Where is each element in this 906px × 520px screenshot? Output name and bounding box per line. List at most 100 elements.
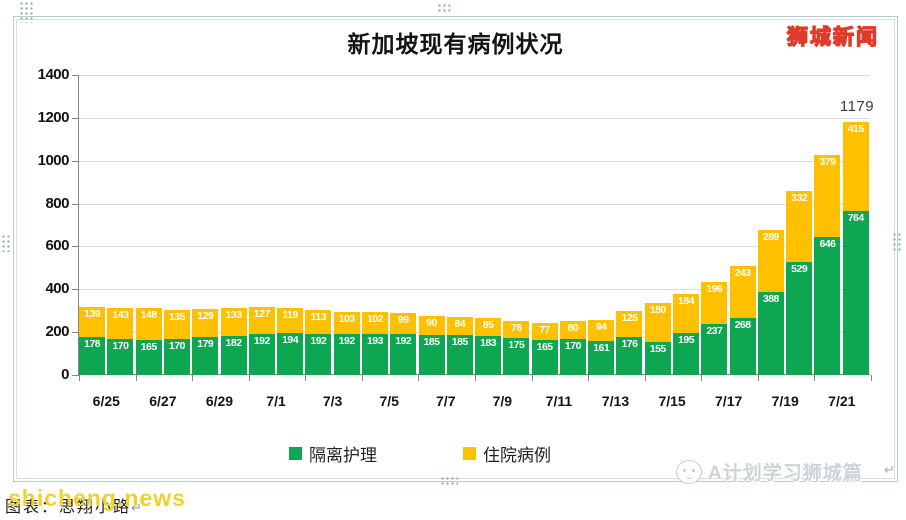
- bar-slot: 180 155: [644, 75, 672, 375]
- stacked-bar: 84 185: [446, 317, 473, 375]
- y-axis-label: 400: [45, 280, 69, 298]
- watermark-gray-text: A计划学习狮城篇: [708, 463, 863, 484]
- x-axis-tick: [588, 375, 590, 381]
- bar-slot: 102 193: [361, 75, 389, 375]
- y-axis-label: 1400: [37, 66, 70, 83]
- stacked-bar: 243 268: [729, 265, 756, 375]
- hospital-segment: 90: [418, 316, 445, 336]
- x-axis-tick: [192, 375, 194, 381]
- bar-slot: 243 268: [728, 75, 756, 375]
- stacked-bar: 148 165: [135, 307, 162, 375]
- bar-value-label: 119: [282, 308, 298, 321]
- y-axis-tick: [72, 332, 79, 334]
- bar-slot: 113 192: [304, 75, 332, 375]
- bar-value-label: 80: [567, 322, 579, 335]
- hospital-segment: 129: [192, 309, 219, 337]
- x-axis-tick: [248, 375, 250, 381]
- isolation-segment: 185: [446, 335, 473, 375]
- bar-value-label: 183: [480, 336, 497, 349]
- y-axis-label: 1200: [37, 108, 70, 126]
- bar-value-label: 237: [706, 325, 723, 338]
- stacked-bar: 184 195: [673, 293, 700, 375]
- stacked-bar: 113 192: [305, 309, 332, 375]
- bar-value-label: 289: [762, 230, 780, 243]
- x-axis-label: 7/1: [266, 393, 286, 409]
- selection-handle-top-center[interactable]: [437, 3, 452, 12]
- bar-slot: 84 185: [446, 75, 474, 375]
- bar-slot: 76 175: [502, 75, 530, 375]
- bar-value-label: 170: [112, 339, 129, 352]
- selection-handle-right-middle[interactable]: [892, 232, 901, 252]
- bar-value-label: 192: [253, 334, 271, 347]
- selection-handle-top-left[interactable]: [19, 1, 33, 23]
- stacked-bar: 77 165: [531, 323, 558, 375]
- hospital-segment: 119: [277, 307, 304, 334]
- isolation-segment: 268: [729, 317, 756, 375]
- watermark-bottom-right: A计划学习狮城篇: [676, 458, 863, 485]
- gridline: [79, 332, 870, 334]
- bar-slot: 94 161: [587, 75, 615, 375]
- hospital-segment: 180: [644, 303, 671, 342]
- hospital-segment: 133: [220, 307, 247, 336]
- legend-swatch-icon: [463, 447, 476, 460]
- x-axis-tick: [475, 375, 476, 381]
- isolation-segment: 192: [390, 333, 417, 375]
- bar-value-label: 143: [112, 308, 129, 321]
- bar-slot: 99 192: [389, 75, 417, 375]
- plot-wrap: 0 200 400 600 800 1000 1200 1400 139 178 143 170 14…: [38, 66, 874, 383]
- stacked-bar: 102 193: [361, 311, 388, 375]
- y-axis-label: 600: [45, 237, 69, 255]
- paragraph-return-mark-2: ↵: [884, 462, 895, 477]
- selection-handle-left-middle[interactable]: [1, 234, 10, 252]
- x-axis-label: 7/3: [322, 393, 343, 409]
- bar-value-label: 332: [791, 191, 808, 204]
- hospital-segment: 243: [729, 265, 756, 318]
- bar-value-label: 85: [482, 318, 494, 331]
- bar-value-label: 135: [168, 310, 186, 323]
- legend-label: 隔离护理: [309, 446, 377, 465]
- x-axis-tick: [644, 375, 646, 381]
- selection-handle-bottom-center[interactable]: [440, 476, 458, 485]
- bar-value-label: 77: [539, 324, 550, 337]
- y-axis-tick: [72, 203, 79, 205]
- bar-value-label: 178: [84, 337, 101, 350]
- hospital-segment: 85: [475, 317, 502, 336]
- x-axis-tick: [305, 375, 307, 381]
- hospital-segment: 125: [616, 310, 643, 338]
- bar-value-label: 170: [168, 339, 186, 352]
- bar-slot: 125 176: [615, 75, 643, 375]
- x-axis-label: 7/21: [828, 393, 856, 409]
- isolation-segment: 388: [757, 291, 784, 375]
- gridline: [79, 75, 870, 76]
- bar-slot: 139 178: [78, 75, 106, 375]
- hospital-segment: 148: [135, 307, 162, 340]
- y-axis-label: 200: [45, 323, 69, 341]
- x-axis-label: 7/11: [545, 393, 573, 409]
- legend-swatch-icon: [289, 447, 302, 460]
- x-axis-label: 7/15: [658, 393, 686, 409]
- bar-value-label: 185: [423, 336, 441, 349]
- isolation-segment: 764: [842, 211, 869, 375]
- bar-value-label: 192: [338, 334, 356, 347]
- caption-text: 图表：思翔小路: [5, 499, 132, 516]
- isolation-segment: 170: [107, 338, 134, 375]
- bar-value-label: 133: [225, 308, 243, 321]
- plot-area: 0 200 400 600 800 1000 1200 1400: [38, 66, 872, 383]
- hospital-segment: 80: [559, 321, 586, 339]
- legend-item: 隔离护理: [289, 441, 377, 466]
- isolation-segment: 192: [305, 333, 332, 375]
- stacked-bar: 103 192: [333, 311, 360, 375]
- stacked-bar: 180 155: [644, 303, 671, 375]
- gridline: [79, 117, 870, 119]
- bar-value-label: 185: [451, 336, 469, 349]
- bars-container: 139 178 143 170 148 165 135 170 129 179 133 182 127 1…: [78, 75, 870, 375]
- hospital-segment: 332: [786, 190, 813, 262]
- stacked-bar: 135 170: [163, 309, 190, 375]
- hospital-segment: 94: [588, 320, 615, 341]
- bar-value-label: 90: [426, 317, 437, 330]
- bar-value-label: 180: [649, 304, 667, 317]
- hospital-segment: 143: [107, 307, 134, 339]
- stacked-bar: 379 646: [814, 155, 841, 375]
- chart-object-frame[interactable]: 新加坡现有病例状况 狮城新闻 0 200 400 600 800 1000 1200 1400…: [13, 16, 898, 482]
- isolation-segment: 179: [192, 336, 219, 375]
